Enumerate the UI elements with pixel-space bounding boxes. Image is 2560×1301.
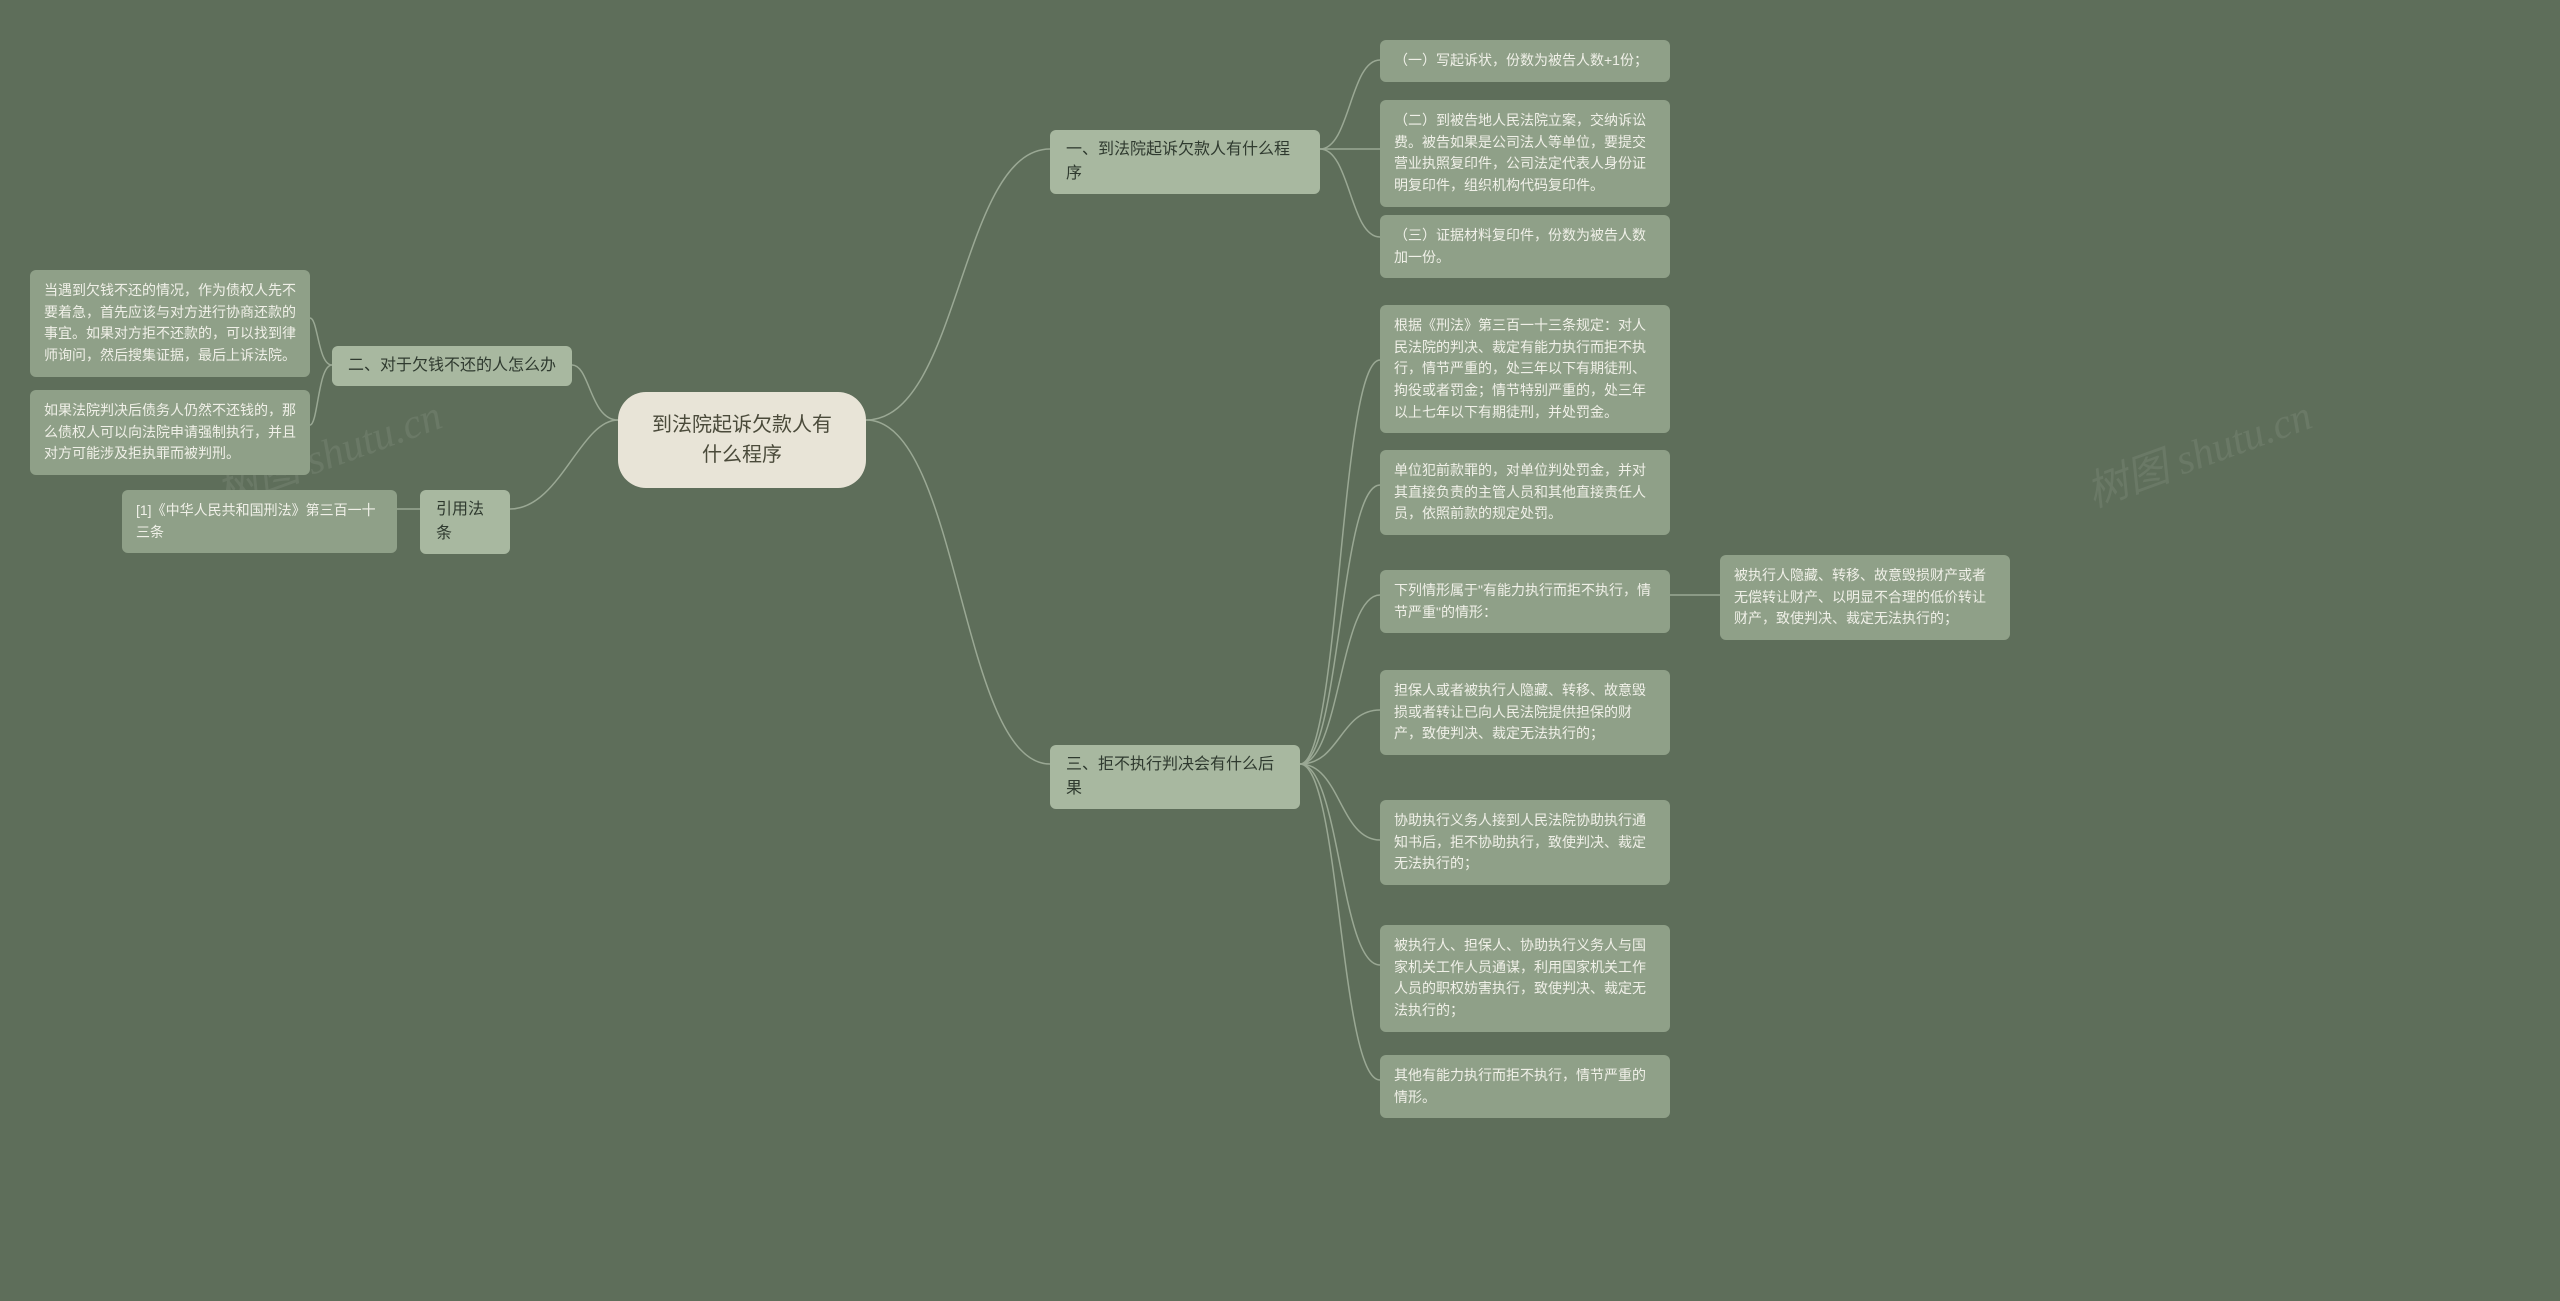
leaf-1-1: （一）写起诉状，份数为被告人数+1份； <box>1380 40 1670 82</box>
leaf-text: 被执行人、担保人、协助执行义务人与国家机关工作人员通谋，利用国家机关工作人员的职… <box>1394 937 1646 1018</box>
leaf-3-3: 下列情形属于"有能力执行而拒不执行，情节严重"的情形： <box>1380 570 1670 633</box>
leaf-text: （一）写起诉状，份数为被告人数+1份； <box>1394 52 1648 68</box>
leaf-text: 协助执行义务人接到人民法院协助执行通知书后，拒不协助执行，致使判决、裁定无法执行… <box>1394 812 1646 871</box>
leaf-3-7: 其他有能力执行而拒不执行，情节严重的情形。 <box>1380 1055 1670 1118</box>
leaf-text: 根据《刑法》第三百一十三条规定：对人民法院的判决、裁定有能力执行而拒不执行，情节… <box>1394 317 1646 420</box>
leaf-3-4: 担保人或者被执行人隐藏、转移、故意毁损或者转让已向人民法院提供担保的财产，致使判… <box>1380 670 1670 755</box>
leaf-text: 单位犯前款罪的，对单位判处罚金，并对其直接负责的主管人员和其他直接责任人员，依照… <box>1394 462 1646 521</box>
branch-2: 二、对于欠钱不还的人怎么办 <box>332 346 572 386</box>
leaf-text: 当遇到欠钱不还的情况，作为债权人先不要着急，首先应该与对方进行协商还款的事宜。如… <box>44 282 296 363</box>
leaf-4-1: [1]《中华人民共和国刑法》第三百一十三条 <box>122 490 397 553</box>
leaf-1-2: （二）到被告地人民法院立案，交纳诉讼费。被告如果是公司法人等单位，要提交营业执照… <box>1380 100 1670 207</box>
center-node: 到法院起诉欠款人有什么程序 <box>618 392 866 488</box>
leaf-3-1: 根据《刑法》第三百一十三条规定：对人民法院的判决、裁定有能力执行而拒不执行，情节… <box>1380 305 1670 433</box>
branch-label: 一、到法院起诉欠款人有什么程序 <box>1066 141 1290 182</box>
leaf-text: （二）到被告地人民法院立案，交纳诉讼费。被告如果是公司法人等单位，要提交营业执照… <box>1394 112 1646 193</box>
leaf-1-3: （三）证据材料复印件，份数为被告人数加一份。 <box>1380 215 1670 278</box>
branch-1: 一、到法院起诉欠款人有什么程序 <box>1050 130 1320 194</box>
branch-3: 三、拒不执行判决会有什么后果 <box>1050 745 1300 809</box>
branch-4: 引用法条 <box>420 490 510 554</box>
leaf-text: （三）证据材料复印件，份数为被告人数加一份。 <box>1394 227 1646 265</box>
leaf-3-5: 协助执行义务人接到人民法院协助执行通知书后，拒不协助执行，致使判决、裁定无法执行… <box>1380 800 1670 885</box>
watermark: 树图 shutu.cn <box>2077 382 2319 520</box>
leaf-text: [1]《中华人民共和国刑法》第三百一十三条 <box>136 502 376 540</box>
leaf-3-3-sub: 被执行人隐藏、转移、故意毁损财产或者无偿转让财产、以明显不合理的低价转让财产，致… <box>1720 555 2010 640</box>
connector-lines <box>0 0 2560 1301</box>
branch-label: 三、拒不执行判决会有什么后果 <box>1066 756 1274 797</box>
leaf-text: 如果法院判决后债务人仍然不还钱的，那么债权人可以向法院申请强制执行，并且对方可能… <box>44 402 296 461</box>
leaf-text: 担保人或者被执行人隐藏、转移、故意毁损或者转让已向人民法院提供担保的财产，致使判… <box>1394 682 1646 741</box>
leaf-text: 下列情形属于"有能力执行而拒不执行，情节严重"的情形： <box>1394 582 1651 620</box>
branch-label: 二、对于欠钱不还的人怎么办 <box>348 357 556 374</box>
leaf-3-2: 单位犯前款罪的，对单位判处罚金，并对其直接负责的主管人员和其他直接责任人员，依照… <box>1380 450 1670 535</box>
leaf-text: 其他有能力执行而拒不执行，情节严重的情形。 <box>1394 1067 1646 1105</box>
branch-label: 引用法条 <box>436 501 484 542</box>
leaf-2-2: 如果法院判决后债务人仍然不还钱的，那么债权人可以向法院申请强制执行，并且对方可能… <box>30 390 310 475</box>
leaf-2-1: 当遇到欠钱不还的情况，作为债权人先不要着急，首先应该与对方进行协商还款的事宜。如… <box>30 270 310 377</box>
center-text: 到法院起诉欠款人有什么程序 <box>652 414 832 466</box>
leaf-3-6: 被执行人、担保人、协助执行义务人与国家机关工作人员通谋，利用国家机关工作人员的职… <box>1380 925 1670 1032</box>
leaf-text: 被执行人隐藏、转移、故意毁损财产或者无偿转让财产、以明显不合理的低价转让财产，致… <box>1734 567 1986 626</box>
